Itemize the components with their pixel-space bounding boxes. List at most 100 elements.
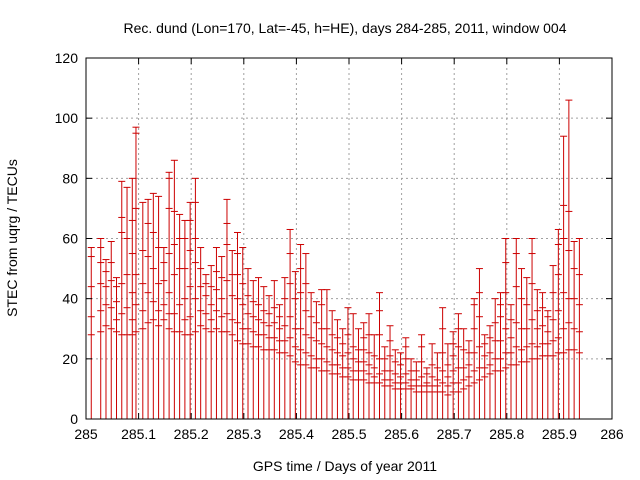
y-tick-label: 60: [62, 231, 78, 247]
data-point: [113, 277, 121, 419]
data-point: [228, 250, 236, 419]
data-point: [286, 228, 294, 419]
x-tick-label: 285.9: [542, 426, 577, 442]
data-point: [249, 280, 257, 419]
y-tick-label: 20: [62, 351, 78, 367]
data-point: [386, 325, 394, 419]
chart-title: Rec. dund (Lon=170, Lat=-45, h=HE), days…: [124, 20, 567, 36]
data-point: [533, 289, 541, 419]
data-point: [260, 286, 268, 419]
data-point: [444, 343, 452, 419]
data-point: [244, 268, 252, 419]
data-point: [470, 298, 478, 419]
x-tick-label: 285.3: [226, 426, 261, 442]
data-point: [333, 319, 341, 419]
y-tick-label: 40: [62, 291, 78, 307]
data-point: [186, 201, 194, 419]
data-point: [549, 265, 557, 419]
axes: 285 285.1 285.2 285.3 285.4 285.5 285.6 285.7 28…: [55, 50, 624, 442]
x-tick-label: 285.5: [331, 426, 366, 442]
data-point: [181, 219, 189, 419]
grid: [86, 58, 612, 419]
data-point: [570, 241, 578, 419]
data-point: [370, 334, 378, 419]
data-point: [507, 304, 515, 419]
data-point: [539, 292, 547, 419]
x-tick-label: 285: [74, 426, 98, 442]
data-point: [265, 295, 273, 419]
y-tick-label: 100: [55, 110, 79, 126]
y-tick-label: 80: [62, 170, 78, 186]
data-point: [197, 247, 205, 419]
data-point: [460, 328, 468, 419]
data-point: [149, 192, 157, 419]
data-point: [212, 247, 220, 419]
data-point: [349, 313, 357, 419]
data-point: [365, 313, 373, 419]
data-point: [297, 244, 305, 419]
data-point: [412, 361, 420, 419]
data-point: [155, 195, 163, 419]
data-point: [428, 343, 436, 419]
data-point: [102, 259, 110, 419]
data-point: [97, 238, 105, 419]
data-series: [87, 99, 583, 419]
data-point: [302, 253, 310, 419]
data-point: [475, 268, 483, 419]
data-point: [512, 238, 520, 419]
y-tick-label: 120: [55, 50, 79, 66]
data-point: [518, 268, 526, 419]
data-point: [454, 313, 462, 419]
data-point: [160, 247, 168, 419]
data-point: [218, 256, 226, 419]
data-point: [223, 198, 231, 419]
data-point: [407, 358, 415, 419]
data-point: [354, 328, 362, 419]
data-point: [360, 322, 368, 419]
x-tick-label: 285.8: [489, 426, 524, 442]
data-point: [207, 265, 215, 419]
data-point: [323, 289, 331, 419]
x-tick-label: 285.4: [279, 426, 314, 442]
data-point: [255, 277, 263, 419]
x-tick-label: 285.1: [121, 426, 156, 442]
data-point: [312, 301, 320, 419]
data-point: [496, 292, 504, 419]
x-tick-label: 285.6: [384, 426, 419, 442]
data-point: [391, 349, 399, 419]
data-point: [465, 340, 473, 419]
data-point: [318, 289, 326, 419]
data-point: [132, 126, 140, 419]
data-point: [528, 238, 536, 419]
data-point: [87, 247, 95, 419]
data-point: [276, 304, 284, 419]
data-point: [202, 274, 210, 419]
data-point: [575, 238, 583, 419]
data-point: [233, 231, 241, 419]
data-point: [291, 271, 299, 419]
x-tick-label: 285.2: [174, 426, 209, 442]
data-point: [486, 325, 494, 419]
data-point: [270, 280, 278, 419]
data-point: [281, 277, 289, 419]
data-point: [191, 177, 199, 419]
data-point: [481, 334, 489, 419]
data-point: [423, 367, 431, 419]
data-point: [449, 331, 457, 419]
x-axis-title: GPS time / Days of year 2011: [253, 458, 437, 474]
data-point: [239, 247, 247, 419]
data-point: [554, 228, 562, 419]
data-point: [123, 186, 131, 419]
data-point: [176, 213, 184, 419]
x-tick-label: 285.7: [437, 426, 472, 442]
data-point: [402, 337, 410, 419]
data-point: [144, 198, 152, 419]
y-axis-title: STEC from uqrg / TECUs: [4, 159, 20, 317]
data-point: [165, 171, 173, 419]
data-point: [565, 99, 573, 419]
data-point: [118, 180, 126, 419]
data-point: [418, 334, 426, 419]
data-point: [502, 238, 510, 419]
data-point: [523, 277, 531, 419]
